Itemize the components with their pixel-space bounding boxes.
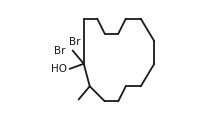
Text: Br: Br bbox=[69, 37, 81, 47]
Text: Br: Br bbox=[54, 46, 65, 56]
Text: HO: HO bbox=[51, 64, 67, 74]
